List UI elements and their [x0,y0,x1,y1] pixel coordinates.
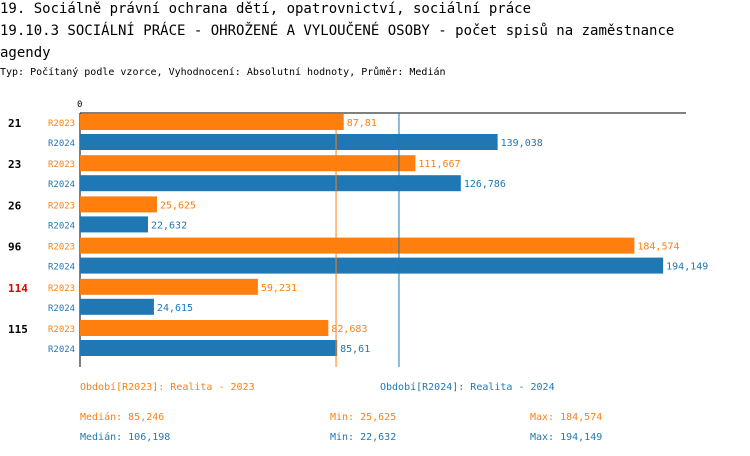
category-label-26: 26 [8,199,22,212]
min-r2024: Min: 22,632 [330,432,397,443]
min-r2023: Min: 25,625 [330,412,397,423]
value-label-r2023-96: 184,574 [637,242,679,253]
bar-r2023-23 [80,155,416,172]
category-label-21: 21 [8,117,22,130]
median-r2024: Medián: 106,198 [80,432,171,443]
legend-r2024: Období[R2024]: Realita - 2024 [380,382,555,393]
bar-r2024-114 [80,298,154,315]
chart-title-line-1: 19. Sociálně právní ochrana dětí, opatro… [0,1,532,17]
value-label-r2024-114: 24,615 [157,303,193,314]
value-label-r2024-23: 126,786 [464,179,506,190]
value-label-r2023-114: 59,231 [261,283,297,294]
bar-r2024-96 [80,257,664,274]
chart-subtitle: Typ: Počítaný podle vzorce, Vyhodnocení:… [0,67,446,78]
bar-r2023-115 [80,320,329,336]
chart-title-line-3: agendy [0,45,51,61]
legend-r2023: Období[R2023]: Realita - 2023 [80,382,255,393]
value-label-r2024-115: 85,61 [340,344,370,355]
category-label-115: 115 [8,323,28,336]
value-label-r2023-115: 82,683 [331,324,367,335]
series-label-r2024-96: R2024 [48,263,75,273]
category-label-114: 114 [8,282,28,295]
value-label-r2024-26: 22,632 [151,220,187,231]
bar-r2023-114 [80,278,258,295]
category-label-23: 23 [8,158,21,171]
series-label-r2023-114: R2023 [48,284,75,294]
series-label-r2023-23: R2023 [48,160,75,170]
value-label-r2023-21: 87,81 [347,118,377,129]
value-label-r2024-21: 139,038 [501,138,543,149]
value-label-r2024-96: 194,149 [666,262,708,273]
series-label-r2024-26: R2024 [48,221,75,231]
bar-r2023-96 [80,237,635,254]
median-r2023: Medián: 85,246 [80,412,165,423]
axis-zero-label: 0 [77,100,82,110]
series-label-r2023-115: R2023 [48,325,75,335]
series-label-r2024-21: R2024 [48,139,75,149]
bar-r2024-23 [80,175,461,192]
bar-r2023-26 [80,196,157,213]
bar-r2024-115 [80,340,338,356]
bar-r2024-26 [80,216,148,233]
series-label-r2024-23: R2024 [48,180,75,190]
max-r2023: Max: 184,574 [530,412,603,423]
series-label-r2023-96: R2023 [48,243,75,253]
category-label-96: 96 [8,241,22,254]
series-label-r2024-114: R2024 [48,304,75,314]
bar-r2024-21 [80,134,498,150]
series-label-r2023-21: R2023 [48,119,75,129]
series-label-r2023-26: R2023 [48,201,75,211]
bar-r2023-21 [80,114,344,130]
chart-title-line-2: 19.10.3 SOCIÁLNÍ PRÁCE - OHROŽENÉ A VYLO… [0,23,675,39]
series-label-r2024-115: R2024 [48,345,75,355]
max-r2024: Max: 194,149 [530,432,603,443]
value-label-r2023-26: 25,625 [160,200,196,211]
value-label-r2023-23: 111,667 [418,159,460,170]
